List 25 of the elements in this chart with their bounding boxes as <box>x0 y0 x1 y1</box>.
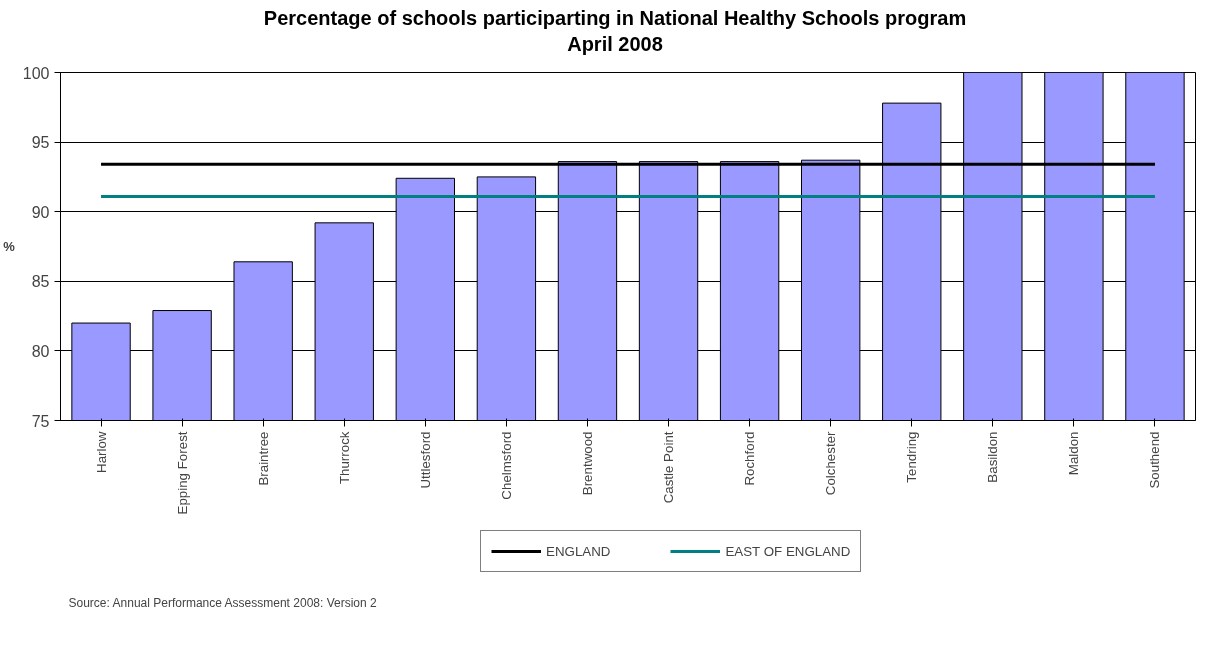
x-tick-label: Colchester <box>823 430 839 496</box>
y-tick-label: 95 <box>31 134 50 152</box>
y-tick-label: 75 <box>31 412 50 430</box>
x-tick-label: Castle Point <box>661 431 677 504</box>
legend-label: ENGLAND <box>546 543 611 559</box>
x-tick-label: Chelmsford <box>498 431 514 500</box>
x-tick-label: Southend <box>1147 431 1163 489</box>
y-tick-label: 90 <box>31 203 50 221</box>
y-tick-label: 85 <box>31 273 50 291</box>
x-tick-label: Basildon <box>985 431 1001 483</box>
x-tick-label: Brentwood <box>579 431 595 496</box>
x-tick-label: Braintree <box>255 431 271 486</box>
x-tick-label: Rochford <box>742 431 758 486</box>
y-axis-title: % <box>3 239 16 254</box>
x-tick-label: Tendring <box>904 431 920 483</box>
y-tick-label: 100 <box>22 64 50 82</box>
legend-label: EAST OF ENGLAND <box>725 543 851 559</box>
chart-title: Percentage of schools participarting in National Healthy Schools program April 2008 <box>263 6 967 57</box>
x-tick-label: Harlow <box>93 431 109 473</box>
x-tick-label: Epping Forest <box>174 431 190 515</box>
y-tick-label: 80 <box>31 342 50 360</box>
x-tick-label: Maldon <box>1066 431 1082 476</box>
x-tick-label: Thurrock <box>336 431 352 485</box>
source-note: Source: Annual Performance Assessment 2008: Version 2 <box>68 595 378 610</box>
x-tick-label: Uttlesford <box>417 431 433 489</box>
